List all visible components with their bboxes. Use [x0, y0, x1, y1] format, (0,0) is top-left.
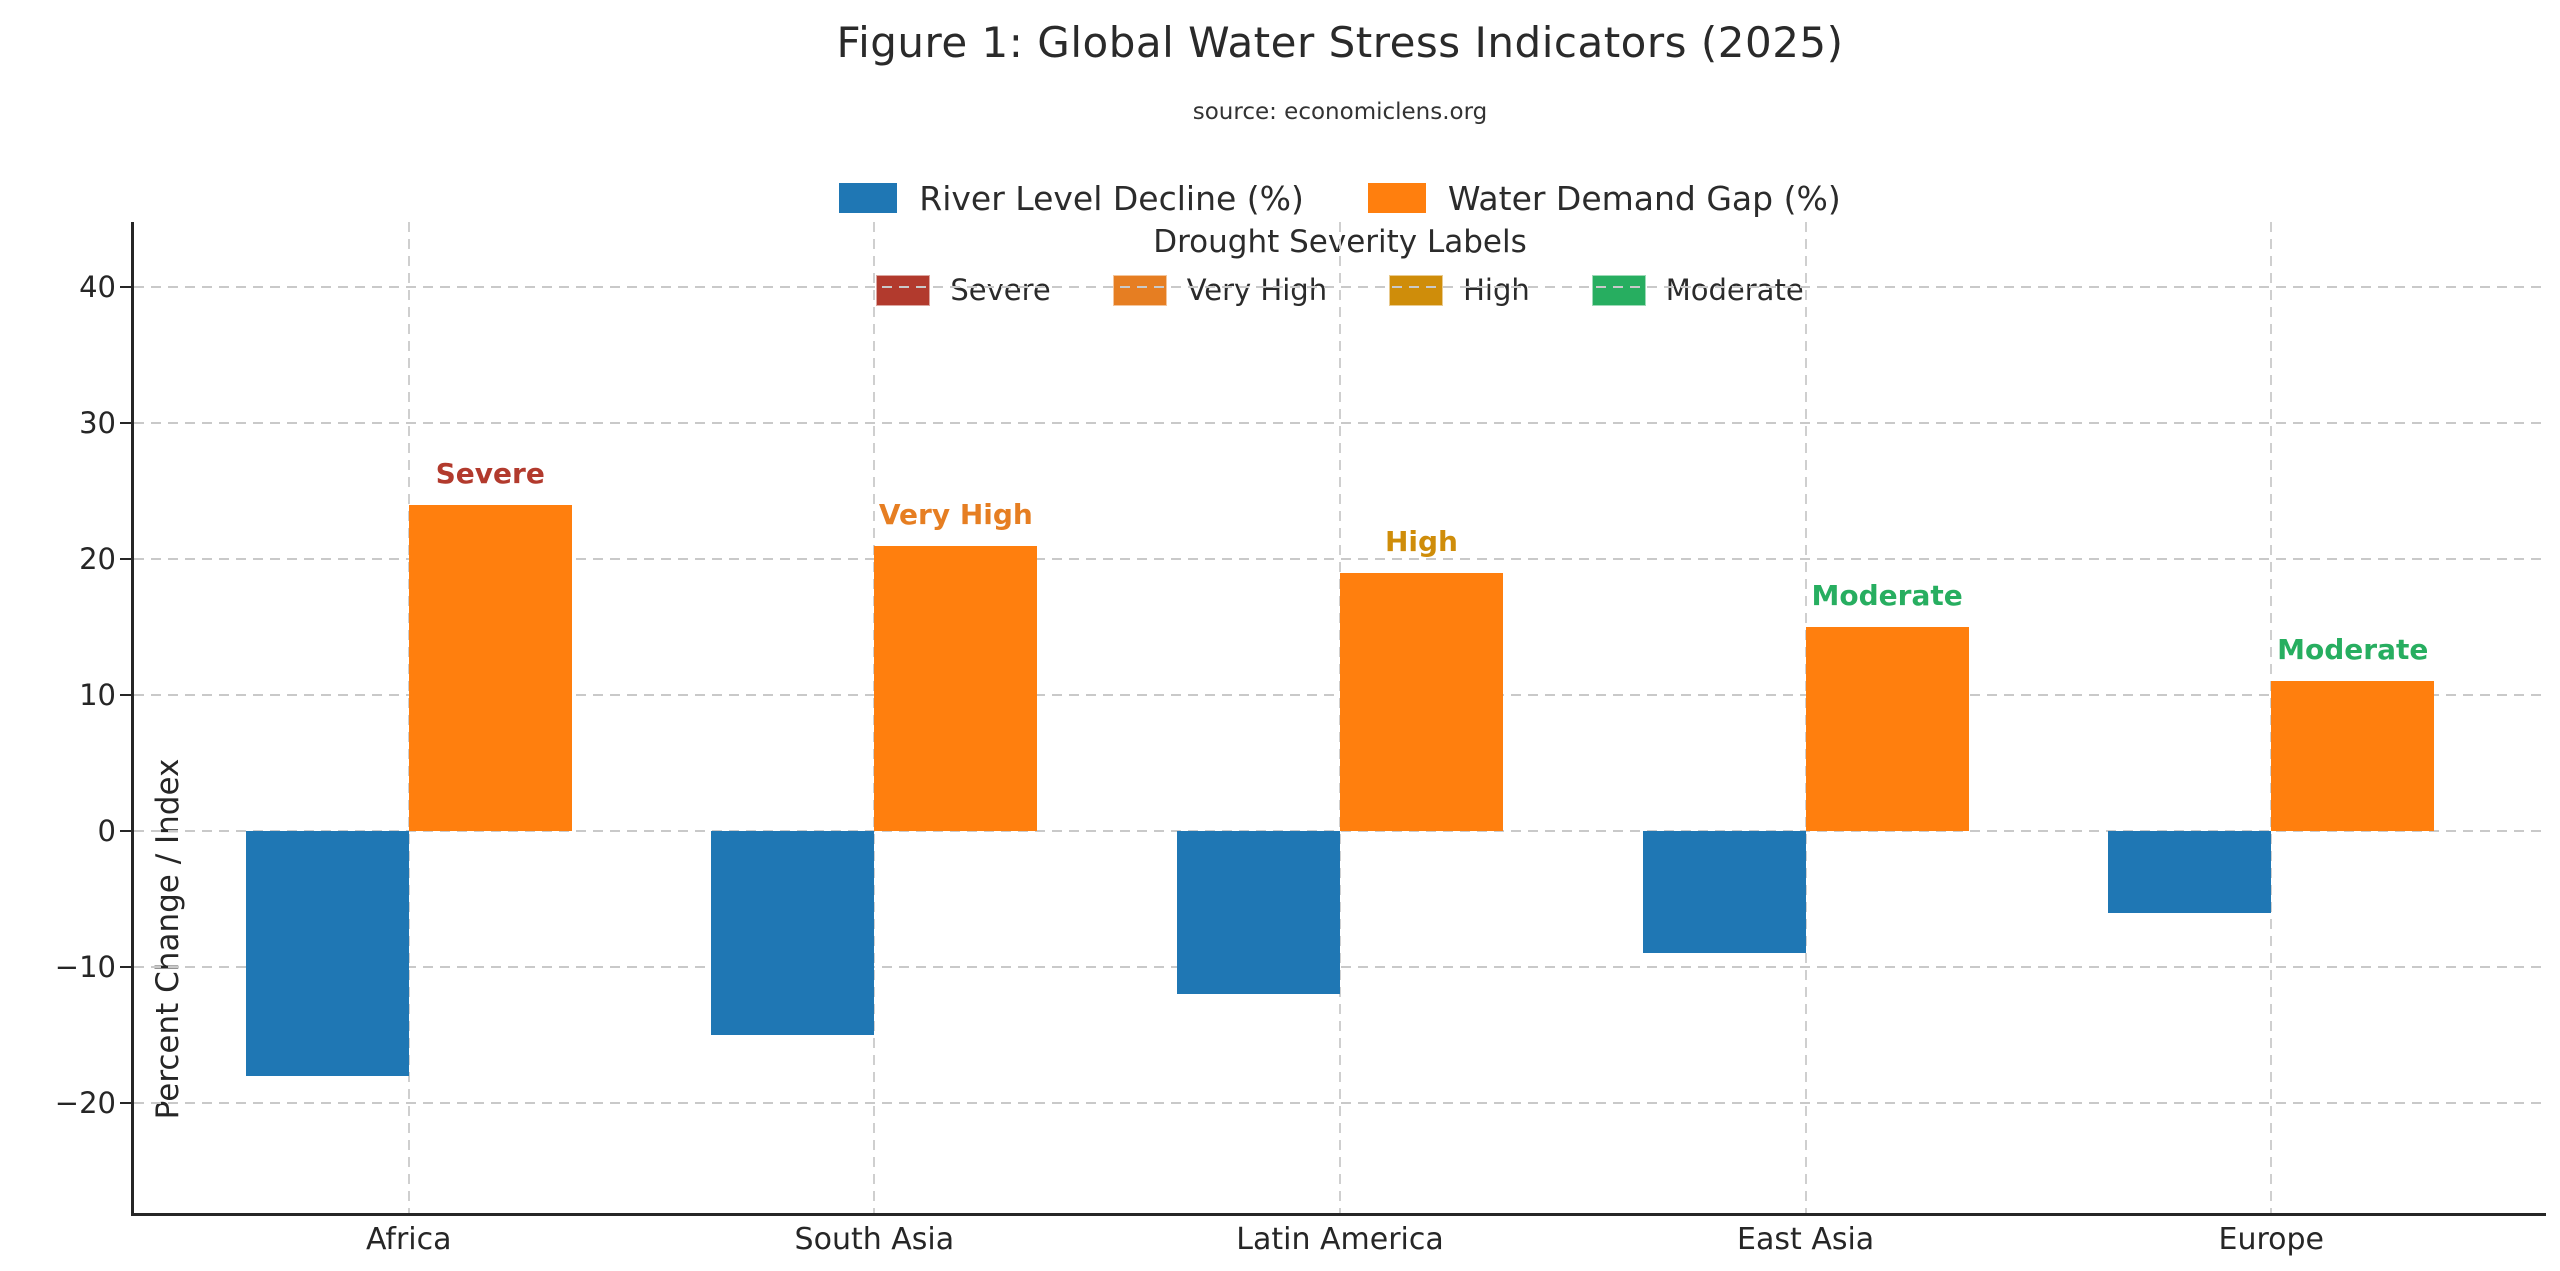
- y-tick-label: 10: [79, 678, 116, 713]
- severity-label: Moderate: [1811, 579, 1963, 613]
- severity-legend-label: Severe: [950, 273, 1051, 307]
- severity-legend-swatch: [1591, 274, 1646, 306]
- bar-water-demand-gap: [1805, 627, 1969, 831]
- severity-legend-items: Severe Very High High Moderate: [134, 270, 2546, 310]
- severity-label: Moderate: [2277, 633, 2429, 667]
- severity-legend: Drought Severity Labels Severe Very High H…: [134, 224, 2546, 310]
- y-tick-mark: [120, 1101, 131, 1104]
- severity-legend-label: Moderate: [1665, 273, 1804, 307]
- y-tick-mark: [120, 558, 131, 561]
- severity-legend-label: High: [1463, 273, 1530, 307]
- bar-river-level-decline: [1642, 831, 1806, 954]
- x-category-label: Africa: [365, 1222, 452, 1257]
- severity-label: Severe: [435, 456, 545, 490]
- bar-water-demand-gap: [2271, 681, 2435, 831]
- bar-water-demand-gap: [408, 504, 572, 831]
- y-tick-label: 40: [79, 270, 116, 305]
- series-legend-swatch: [839, 183, 898, 213]
- y-tick-label: 30: [79, 406, 116, 441]
- series-legend-label: River Level Decline (%): [919, 178, 1304, 218]
- y-tick-label: 0: [97, 814, 116, 848]
- series-legend-item: River Level Decline (%): [839, 179, 1304, 218]
- severity-label: High: [1384, 524, 1458, 558]
- y-tick-mark: [120, 694, 131, 697]
- severity-legend-swatch: [1389, 274, 1444, 306]
- y-tick-label: 20: [79, 542, 116, 577]
- severity-legend-item: Very High: [1112, 273, 1328, 307]
- severity-legend-item: High: [1389, 273, 1530, 307]
- bar-river-level-decline: [711, 831, 875, 1035]
- x-category-label: East Asia: [1737, 1222, 1875, 1257]
- severity-legend-swatch: [876, 274, 931, 306]
- series-legend-swatch: [1367, 183, 1426, 213]
- y-axis-spine: [131, 222, 134, 1216]
- chart-subtitle: source: economiclens.org: [1192, 99, 1488, 125]
- bar-river-level-decline: [2108, 831, 2272, 913]
- x-axis-spine: [131, 1213, 2546, 1216]
- y-tick-label: −10: [54, 949, 116, 984]
- plot-area: Percent Change / Index −20 −10 0 10 20 30 40 Af…: [55, 222, 2546, 1257]
- series-legend-item: Water Demand Gap (%): [1367, 178, 1841, 218]
- x-category-label: Europe: [2218, 1222, 2325, 1257]
- bar-river-level-decline: [1177, 831, 1340, 995]
- severity-legend-label: Very High: [1186, 273, 1328, 307]
- bar-river-level-decline: [245, 831, 409, 1076]
- x-category-label: Latin America: [1236, 1222, 1444, 1257]
- severity-legend-item: Severe: [876, 273, 1051, 307]
- y-axis-label-text: Percent Change / Index: [150, 758, 186, 1120]
- y-tick-label: −20: [54, 1085, 116, 1120]
- severity-legend-swatch: [1112, 274, 1167, 306]
- series-legend: River Level Decline (%) Water Demand Gap …: [134, 176, 2546, 220]
- series-legend-label: Water Demand Gap (%): [1447, 178, 1841, 218]
- y-tick-mark: [120, 422, 131, 425]
- y-tick-mark: [120, 286, 131, 289]
- y-tick-mark: [120, 830, 131, 832]
- bar-water-demand-gap: [1340, 572, 1503, 831]
- severity-label: Very High: [878, 497, 1033, 531]
- x-category-label: South Asia: [794, 1222, 955, 1257]
- severity-legend-item: Moderate: [1591, 273, 1804, 307]
- y-tick-mark: [120, 965, 131, 968]
- bar-water-demand-gap: [874, 545, 1038, 831]
- chart-title: Figure 1: Global Water Stress Indicators…: [836, 18, 1844, 67]
